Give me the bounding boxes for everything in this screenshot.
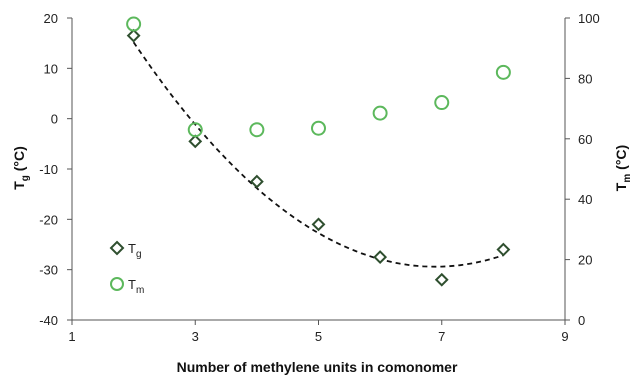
left-y-tick-label: -10 [39, 162, 58, 177]
left-y-tick-label: -40 [39, 313, 58, 328]
right-y-tick-label: 40 [578, 192, 592, 207]
right-y-tick-label: 80 [578, 71, 592, 86]
x-axis-title: Number of methylene units in comonomer [177, 359, 458, 375]
tm-point [311, 120, 326, 136]
left-y-axis-ticks: -40 -30 -20 -10 0 10 20 [39, 11, 72, 328]
right-y-tick-label: 60 [578, 132, 592, 147]
left-y-tick-label: 0 [51, 112, 58, 127]
tm-point [495, 64, 511, 80]
tm-series [126, 16, 511, 138]
x-axis-ticks: 1 3 5 7 9 [68, 320, 569, 344]
plot-area [71, 18, 566, 321]
left-y-tick-label: -30 [39, 263, 58, 278]
tm-point [434, 95, 450, 111]
x-tick-label: 9 [561, 329, 568, 344]
tg-point [373, 250, 388, 264]
tm-point [126, 16, 142, 32]
tg-point [434, 272, 449, 287]
tm-point [249, 122, 265, 138]
legend-tm-label: Tm [128, 277, 144, 296]
x-tick-label: 5 [315, 329, 322, 344]
legend-item-tg: Tg [109, 240, 142, 260]
legend: Tg Tm [109, 240, 144, 296]
right-y-tick-label: 0 [578, 313, 585, 328]
legend-tg-marker [109, 240, 125, 256]
tg-point [311, 217, 326, 232]
x-tick-label: 1 [68, 329, 75, 344]
right-y-tick-label: 100 [578, 11, 600, 26]
tg-point [126, 28, 141, 43]
x-tick-label: 7 [438, 329, 445, 344]
tg-trendline [132, 41, 504, 268]
tg-series [126, 28, 511, 287]
tm-point [372, 105, 388, 121]
x-tick-label: 3 [192, 329, 199, 344]
tg-point [496, 242, 511, 257]
tm-point [187, 122, 203, 138]
left-y-tick-label: 10 [44, 61, 58, 76]
right-y-tick-label: 20 [578, 253, 592, 268]
right-y-axis-title: Tm (°C) [613, 145, 633, 191]
tg-point [249, 174, 264, 189]
left-y-axis-title: Tg (°C) [11, 146, 31, 190]
legend-item-tm: Tm [110, 277, 144, 296]
legend-tg-label: Tg [128, 241, 142, 260]
right-y-axis-ticks: 0 20 40 60 80 100 [565, 11, 600, 328]
tg-point [188, 134, 203, 149]
left-y-tick-label: -20 [39, 212, 58, 227]
left-y-tick-label: 20 [44, 11, 58, 26]
legend-tm-marker [110, 277, 124, 291]
